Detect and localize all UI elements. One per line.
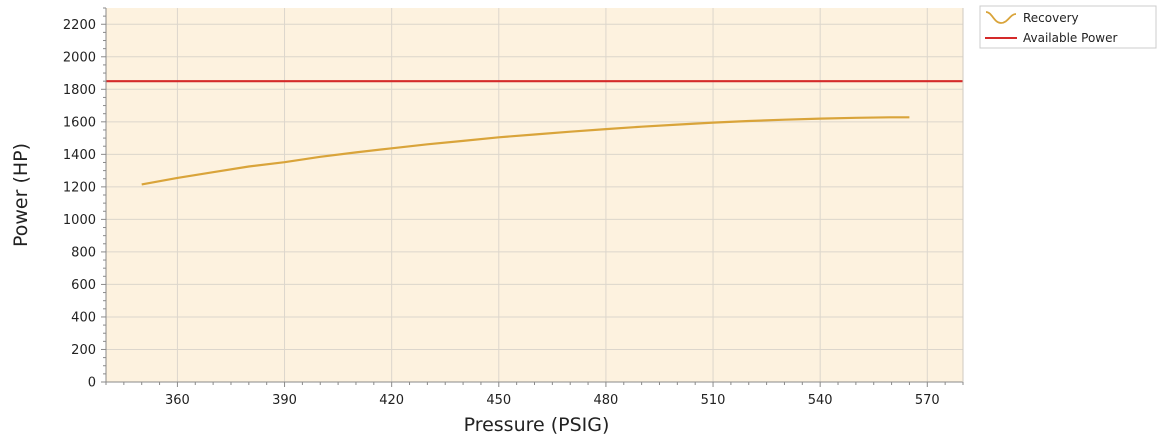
y-tick-label: 200 [71, 343, 96, 358]
y-tick-label: 800 [71, 245, 96, 260]
series-line-recovery [141, 116, 910, 186]
x-tick-label: 420 [379, 393, 404, 408]
x-axis-title: Pressure (PSIG) [464, 414, 610, 436]
y-tick-label: 1600 [63, 115, 96, 130]
y-tick-label: 1000 [63, 213, 96, 228]
y-tick-label: 2200 [63, 18, 96, 33]
plot-background [106, 8, 963, 382]
y-tick-label: 0 [88, 376, 96, 391]
axes [101, 7, 964, 387]
x-tick-label: 450 [486, 393, 511, 408]
y-tick-label: 2000 [63, 50, 96, 65]
legend: Recovery Available Power [979, 5, 1157, 49]
x-tick-label: 480 [594, 393, 619, 408]
legend-swatch-recovery [985, 11, 1017, 24]
x-tick-label: 540 [808, 393, 833, 408]
y-tick-label: 1200 [63, 180, 96, 195]
y-tick-label: 400 [71, 310, 96, 325]
x-tick-label: 360 [165, 393, 190, 408]
y-tick-label: 1800 [63, 83, 96, 98]
legend-label-available-power: Available Power [1023, 31, 1117, 45]
y-tick-label: 600 [71, 278, 96, 293]
grid [106, 8, 963, 382]
legend-label-recovery: Recovery [1023, 11, 1079, 25]
tick-labels: 360 390 420 450 480 510 540 570 0 200 400 600 800 100… [63, 18, 940, 408]
x-tick-label: 390 [272, 393, 297, 408]
x-tick-label: 510 [701, 393, 726, 408]
series-layer [106, 80, 963, 186]
legend-box [979, 5, 1157, 49]
y-tick-label: 1400 [63, 148, 96, 163]
x-tick-label: 570 [915, 393, 940, 408]
y-axis-title: Power (HP) [10, 143, 32, 247]
